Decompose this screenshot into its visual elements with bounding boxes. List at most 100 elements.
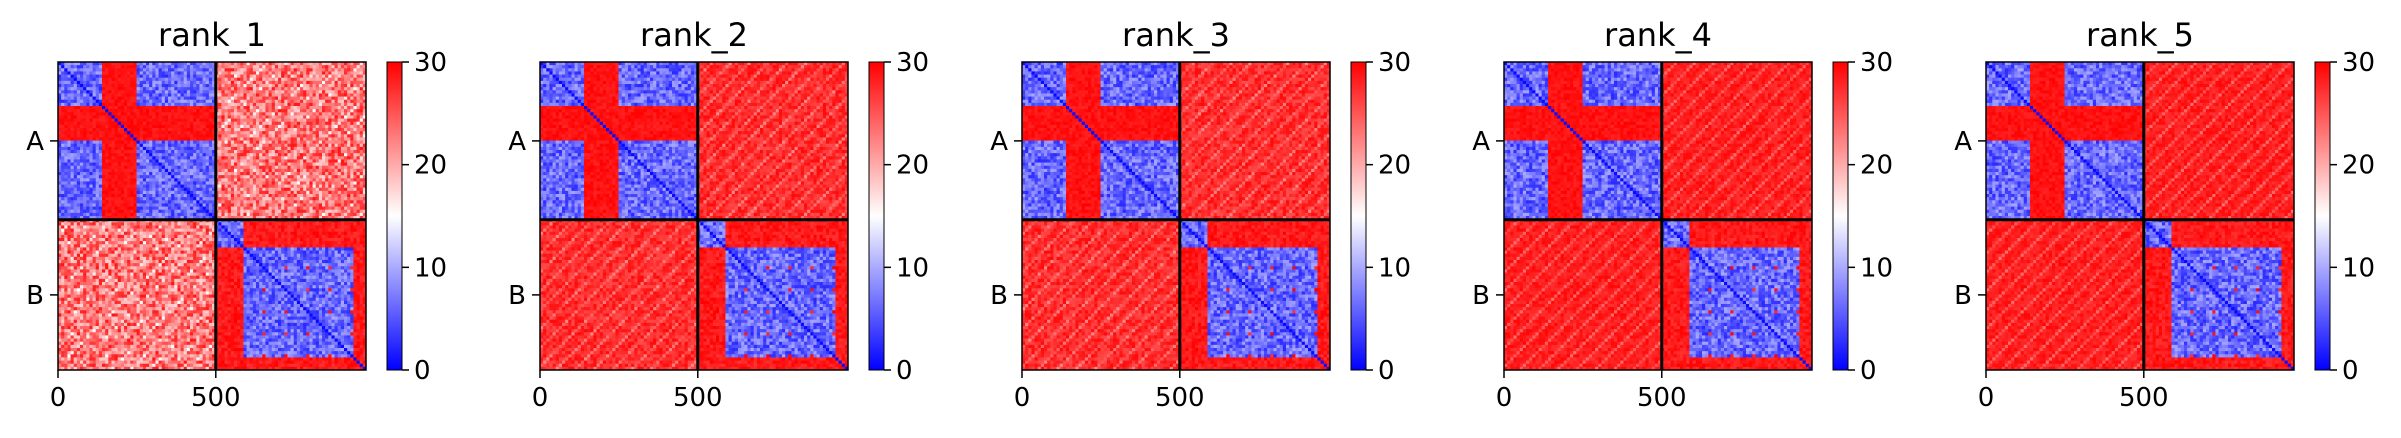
heatmap-cell: [162, 172, 166, 176]
heatmap-cell: [61, 78, 65, 82]
heatmap-cell: [328, 97, 332, 101]
heatmap-cell: [93, 125, 97, 129]
heatmap-cell: [187, 166, 191, 170]
heatmap-cell: [350, 68, 354, 72]
heatmap-cell: [193, 84, 197, 88]
heatmap-cell: [199, 156, 203, 160]
heatmap-cell: [256, 137, 260, 141]
heatmap-cell: [171, 153, 175, 157]
heatmap-cell: [275, 119, 279, 123]
heatmap-cell: [294, 134, 298, 138]
heatmap-cell: [199, 90, 203, 94]
heatmap-cell: [171, 134, 175, 138]
heatmap-cell: [319, 169, 323, 173]
heatmap-cell: [96, 71, 100, 75]
heatmap-cell: [287, 112, 291, 116]
heatmap-cell: [269, 122, 273, 126]
heatmap-cell: [137, 109, 141, 113]
heatmap-cell: [152, 112, 156, 116]
heatmap-cell: [325, 137, 329, 141]
heatmap-cell: [159, 112, 163, 116]
heatmap-cell: [259, 122, 263, 126]
heatmap-cell: [243, 147, 247, 151]
heatmap-cell: [306, 119, 310, 123]
heatmap-cell: [350, 97, 354, 101]
heatmap-cell: [74, 169, 78, 173]
heatmap-cell: [313, 128, 317, 132]
heatmap-cell: [225, 119, 229, 123]
heatmap-cell: [259, 100, 263, 104]
heatmap-cell: [325, 68, 329, 72]
heatmap-cell: [243, 71, 247, 75]
heatmap-cell: [278, 147, 282, 151]
heatmap-cell: [269, 119, 273, 123]
heatmap-cell: [74, 71, 78, 75]
heatmap-cell: [335, 137, 339, 141]
heatmap-cell: [225, 131, 229, 135]
heatmap-cell: [89, 100, 93, 104]
heatmap-cell: [115, 134, 119, 138]
heatmap-cell: [278, 93, 282, 97]
heatmap-cell: [360, 81, 364, 85]
heatmap-cell: [140, 87, 144, 91]
heatmap-cell: [237, 81, 241, 85]
heatmap-cell: [228, 153, 232, 157]
heatmap-cell: [61, 75, 65, 79]
heatmap-cell: [159, 159, 163, 163]
heatmap-cell: [341, 75, 345, 79]
heatmap-cell: [291, 109, 295, 113]
heatmap-cell: [319, 128, 323, 132]
heatmap-cell: [137, 175, 141, 179]
heatmap-cell: [253, 137, 257, 141]
heatmap-cell: [146, 169, 150, 173]
heatmap-cell: [133, 134, 137, 138]
heatmap-cell: [253, 125, 257, 129]
heatmap-cell: [303, 68, 307, 72]
heatmap-cell: [168, 81, 172, 85]
heatmap-cell: [228, 172, 232, 176]
heatmap-cell: [331, 128, 335, 132]
heatmap-cell: [171, 71, 175, 75]
heatmap-cell: [303, 75, 307, 79]
heatmap-cell: [357, 100, 361, 104]
heatmap-cell: [174, 68, 178, 72]
heatmap-cell: [281, 65, 285, 69]
heatmap-cell: [335, 100, 339, 104]
heatmap-cell: [275, 109, 279, 113]
heatmap-cell: [218, 84, 222, 88]
heatmap-cell: [159, 172, 163, 176]
heatmap-cell: [105, 106, 109, 110]
heatmap-cell: [206, 109, 210, 113]
heatmap-cell: [67, 169, 71, 173]
heatmap-cell: [105, 134, 109, 138]
heatmap-cell: [247, 147, 251, 151]
heatmap-cell: [143, 100, 147, 104]
heatmap-cell: [322, 125, 326, 129]
heatmap-cell: [237, 134, 241, 138]
heatmap-cell: [155, 137, 159, 141]
heatmap-cell: [146, 68, 150, 72]
heatmap-cell: [199, 153, 203, 157]
heatmap-cell: [335, 112, 339, 116]
heatmap-cell: [350, 137, 354, 141]
heatmap-cell: [228, 84, 232, 88]
heatmap-cell: [159, 109, 163, 113]
heatmap-cell: [115, 163, 119, 167]
heatmap-cell: [353, 147, 357, 151]
heatmap-cell: [105, 125, 109, 129]
heatmap-cell: [165, 163, 169, 167]
heatmap-cell: [228, 71, 232, 75]
heatmap-cell: [250, 100, 254, 104]
heatmap-cell: [64, 87, 68, 91]
heatmap-cell: [328, 175, 332, 179]
heatmap-cell: [284, 137, 288, 141]
heatmap-cell: [162, 163, 166, 167]
heatmap-cell: [237, 103, 241, 107]
heatmap-cell: [61, 150, 65, 154]
heatmap-cell: [127, 97, 131, 101]
heatmap-cell: [331, 141, 335, 145]
heatmap-cell: [287, 84, 291, 88]
heatmap-cell: [240, 159, 244, 163]
heatmap-cell: [297, 169, 301, 173]
heatmap-cell: [218, 115, 222, 119]
